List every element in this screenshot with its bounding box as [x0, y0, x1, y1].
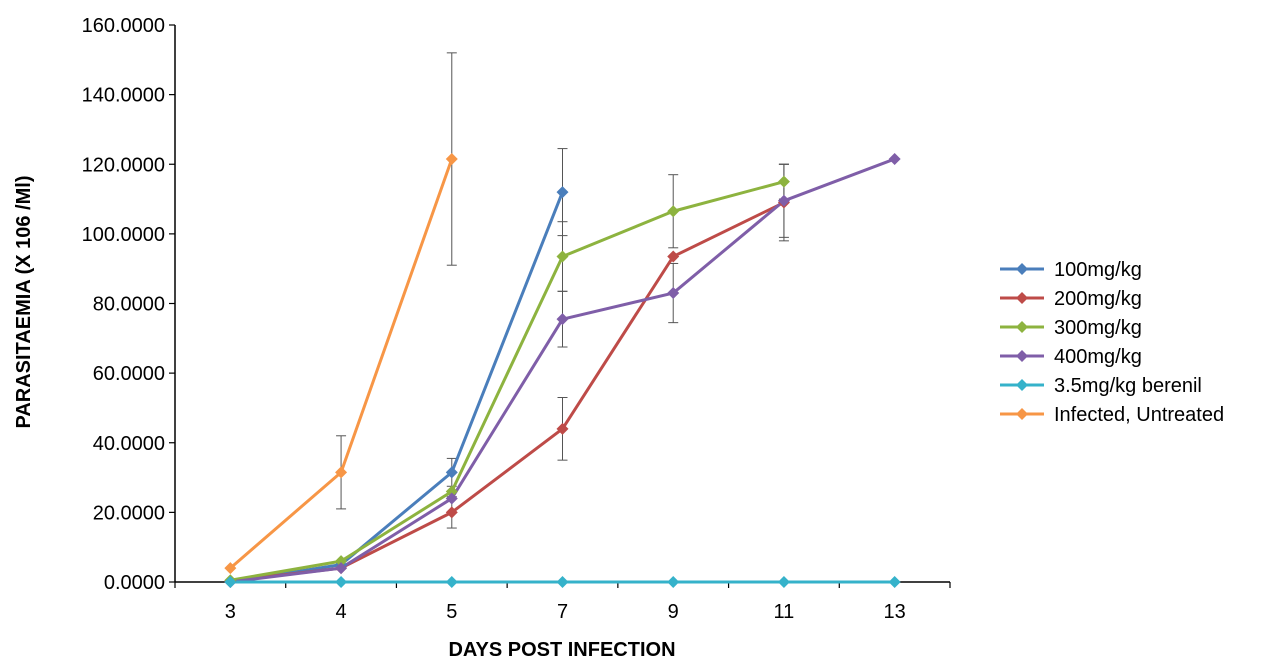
x-tick-label: 9 [668, 601, 679, 623]
x-tick-label: 3 [225, 601, 236, 623]
data-point [224, 576, 237, 588]
data-point [777, 175, 790, 188]
legend-label: 300mg/kg [1054, 317, 1142, 339]
data-point [888, 576, 901, 588]
data-point [667, 250, 680, 263]
legend-marker [1016, 321, 1028, 333]
y-tick-label: 0.0000 [104, 572, 165, 594]
data-point [335, 576, 348, 588]
data-point [556, 576, 569, 588]
x-tick-label: 11 [774, 601, 795, 623]
x-tick-label: 4 [336, 601, 347, 623]
data-point [667, 205, 680, 218]
legend-marker [1016, 350, 1028, 362]
data-point [445, 492, 458, 505]
data-point [445, 576, 458, 588]
legend-item: Infected, Untreated [1000, 404, 1224, 426]
y-axis-title: PARASITAEMIA (X 106 /Ml) [13, 176, 35, 429]
data-point [445, 506, 458, 519]
y-tick-label: 40.0000 [93, 433, 165, 455]
data-point [556, 313, 569, 326]
data-point [888, 153, 901, 166]
data-point [667, 287, 680, 300]
data-point [335, 555, 348, 568]
legend: 100mg/kg 200mg/kg 300mg/kg 400mg/kg 3.5mg/kg… [1000, 259, 1224, 426]
y-tick-label: 100.0000 [82, 224, 165, 246]
y-tick-label: 60.0000 [93, 363, 165, 385]
series-line-3 [230, 180, 785, 582]
legend-label: 400mg/kg [1054, 346, 1142, 368]
y-tick-label: 20.0000 [93, 502, 165, 524]
data-point [667, 576, 680, 588]
y-tick-label: 80.0000 [93, 294, 165, 316]
legend-label: 200mg/kg [1054, 288, 1142, 310]
data-point [445, 466, 458, 479]
data-point [445, 485, 458, 498]
y-tick-label: 120.0000 [82, 154, 165, 176]
data-point [335, 562, 348, 575]
data-point [556, 186, 569, 199]
legend-marker [1016, 408, 1028, 420]
data-point [777, 194, 790, 207]
legend-marker [1016, 379, 1028, 391]
data-point [777, 576, 790, 588]
data-point [224, 562, 237, 575]
legend-item: 400mg/kg [1000, 346, 1142, 368]
legend-label: 100mg/kg [1054, 259, 1142, 281]
data-point [335, 466, 348, 479]
legend-label: 3.5mg/kg berenil [1054, 375, 1202, 397]
legend-marker [1016, 292, 1028, 304]
data-point [556, 250, 569, 263]
legend-item: 100mg/kg [1000, 259, 1142, 281]
data-point [445, 153, 458, 166]
x-tick-label: 5 [446, 601, 457, 623]
data-point [556, 422, 569, 435]
x-tick-label: 13 [884, 601, 906, 623]
legend-marker [1016, 263, 1028, 275]
legend-item: 200mg/kg [1000, 288, 1142, 310]
legend-item: 300mg/kg [1000, 317, 1142, 339]
x-tick-label: 7 [557, 601, 568, 623]
y-tick-label: 160.0000 [82, 15, 165, 37]
legend-item: 3.5mg/kg berenil [1000, 375, 1202, 397]
axes: 0.0000 20.0000 40.0000 60.0000 80.0000 100.00… [82, 15, 951, 623]
legend-label: Infected, Untreated [1054, 404, 1224, 426]
series-markers [224, 153, 901, 588]
series-line-2 [230, 201, 785, 583]
x-axis-title: DAYS POST INFECTION [448, 639, 675, 660]
y-tick-label: 140.0000 [82, 85, 165, 107]
